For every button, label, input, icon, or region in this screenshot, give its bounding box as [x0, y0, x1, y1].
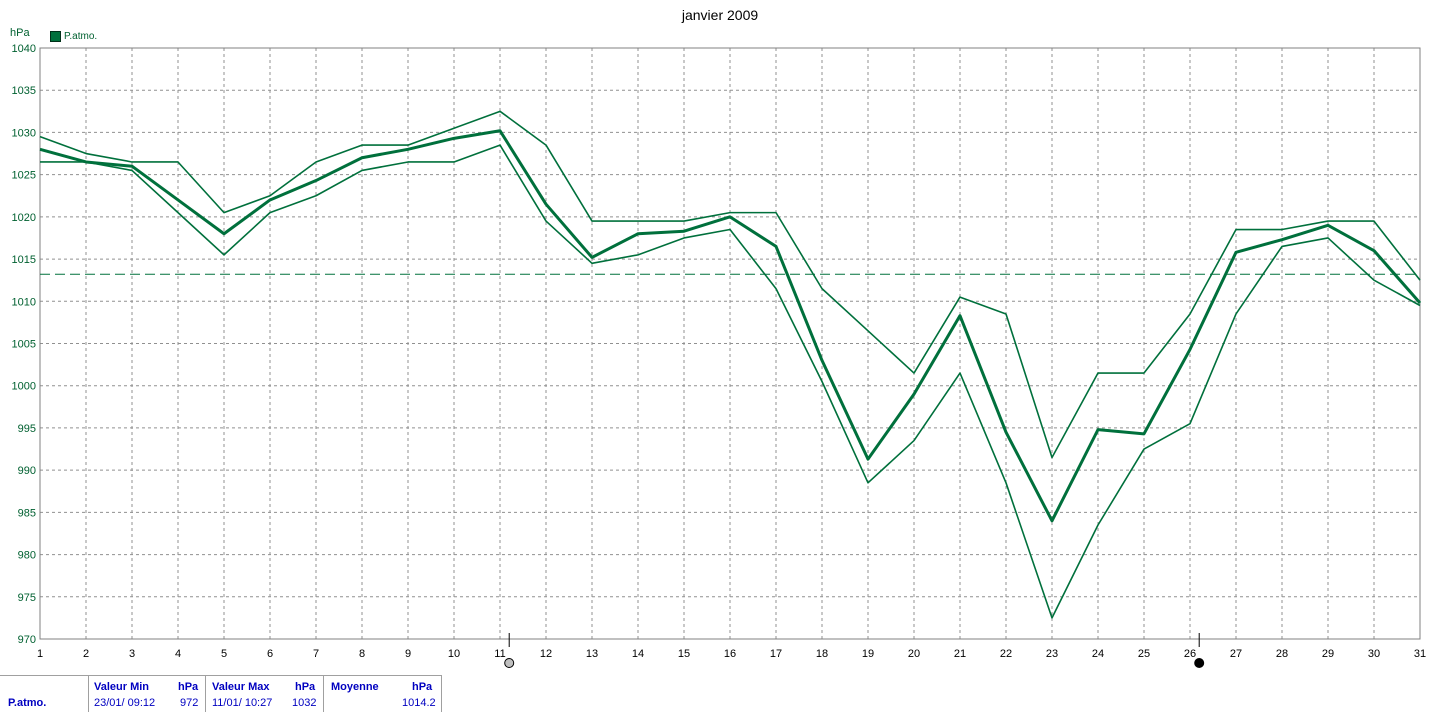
x-tick-label: 8 — [359, 648, 365, 660]
stats-top-border — [0, 675, 442, 676]
max-value: 1032 — [292, 697, 317, 709]
x-tick-label: 6 — [267, 648, 273, 660]
min-header: Valeur Min — [94, 681, 150, 693]
x-tick-label: 17 — [770, 648, 782, 660]
x-tick-label: 27 — [1230, 648, 1242, 660]
y-axis-unit-label: hPa — [10, 27, 30, 39]
min-unit: hPa — [178, 681, 199, 693]
x-tick-label: 14 — [632, 648, 644, 660]
stats-separator — [205, 675, 206, 712]
x-tick-label: 22 — [1000, 648, 1012, 660]
x-tick-label: 28 — [1276, 648, 1288, 660]
y-tick-label: 1035 — [12, 85, 36, 97]
y-tick-label: 990 — [18, 465, 36, 477]
x-tick-label: 4 — [175, 648, 181, 660]
x-tick-label: 20 — [908, 648, 920, 660]
avg-unit: hPa — [412, 681, 433, 693]
min-time-marker — [504, 658, 515, 668]
max-time: 11/01/ 10:27 — [212, 697, 273, 709]
y-tick-label: 1040 — [12, 43, 36, 55]
x-tick-label: 10 — [448, 648, 460, 660]
y-tick-label: 1015 — [12, 254, 36, 266]
x-tick-label: 26 — [1184, 648, 1196, 660]
pressure-chart: 9709759809859909951000100510101015102010… — [12, 43, 1426, 668]
min-value: 972 — [180, 697, 199, 709]
avg-header: Moyenne — [331, 681, 379, 693]
legend-swatch — [50, 31, 61, 42]
y-tick-label: 975 — [18, 592, 36, 604]
x-tick-label: 5 — [221, 648, 227, 660]
legend: P.atmo. — [50, 31, 97, 42]
x-tick-label: 7 — [313, 648, 319, 660]
x-tick-label: 9 — [405, 648, 411, 660]
x-tick-label: 11 — [494, 648, 505, 660]
plot-border — [39, 47, 1421, 640]
series-line-max — [39, 110, 1421, 459]
x-tick-label: 31 — [1414, 648, 1426, 660]
x-tick-label: 15 — [678, 648, 690, 660]
x-tick-label: 16 — [724, 648, 736, 660]
chart-title: janvier 2009 — [681, 7, 759, 23]
x-tick-label: 2 — [83, 648, 89, 660]
y-tick-label: 1005 — [12, 339, 36, 351]
y-tick-label: 1030 — [12, 127, 36, 139]
x-tick-label: 3 — [129, 648, 135, 660]
legend-label: P.atmo. — [64, 31, 98, 42]
y-tick-label: 995 — [18, 423, 36, 435]
x-tick-label: 25 — [1138, 648, 1150, 660]
x-tick-label: 19 — [862, 648, 874, 660]
stats-separator — [441, 675, 442, 712]
max-time-marker — [1194, 658, 1205, 668]
x-tick-label: 21 — [954, 648, 966, 660]
y-tick-label: 1000 — [12, 381, 36, 393]
max-unit: hPa — [295, 681, 316, 693]
x-tick-label: 13 — [586, 648, 598, 660]
max-header: Valeur Max — [212, 681, 270, 693]
y-tick-label: 970 — [18, 634, 36, 646]
y-tick-label: 1010 — [12, 296, 36, 308]
y-tick-label: 1025 — [12, 170, 36, 182]
stats-separator — [323, 675, 324, 712]
y-tick-label: 980 — [18, 550, 36, 562]
min-time: 23/01/ 09:12 — [94, 697, 156, 709]
avg-value: 1014.2 — [402, 697, 436, 709]
series-line-mean — [39, 129, 1422, 523]
series-line-min — [40, 144, 1421, 619]
stats-row-label: P.atmo. — [8, 697, 47, 709]
y-tick-label: 985 — [18, 507, 36, 519]
x-tick-label: 23 — [1046, 648, 1058, 660]
x-tick-label: 24 — [1092, 648, 1104, 660]
y-tick-label: 1020 — [12, 212, 36, 224]
stats-separator — [88, 675, 89, 712]
x-tick-label: 1 — [37, 648, 43, 660]
x-tick-label: 30 — [1368, 648, 1380, 660]
x-tick-label: 12 — [540, 648, 552, 660]
stats-table: P.atmo. Valeur Min hPa 23/01/ 09:12 972 … — [0, 675, 1440, 712]
x-tick-label: 18 — [816, 648, 828, 660]
x-tick-label: 29 — [1322, 648, 1334, 660]
